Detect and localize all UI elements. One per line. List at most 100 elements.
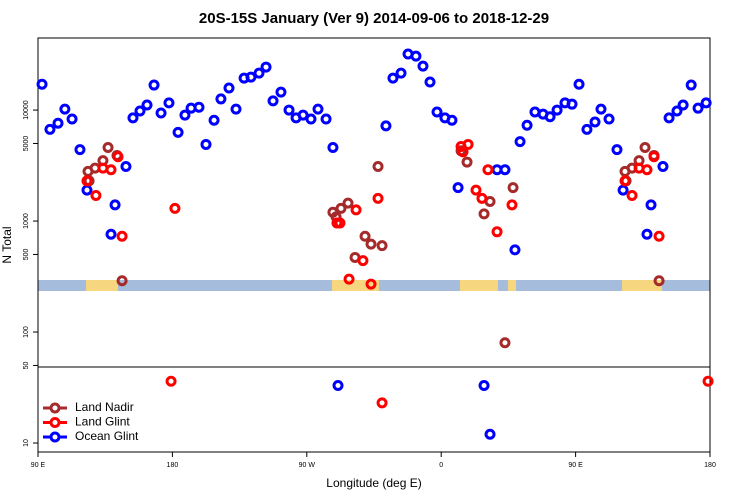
legend-label: Land Nadir (75, 400, 134, 414)
point (645, 199, 657, 211)
point (134, 105, 146, 117)
point (491, 226, 503, 238)
point (116, 230, 128, 242)
point (102, 141, 114, 153)
point (462, 138, 474, 150)
point (482, 164, 494, 176)
point (66, 113, 78, 125)
point (81, 175, 93, 187)
point (507, 182, 519, 194)
point (692, 102, 704, 114)
y-tick-label: 5000 (23, 136, 30, 152)
point (639, 141, 651, 153)
point (424, 76, 436, 88)
point (452, 182, 464, 194)
point (506, 199, 518, 211)
point (365, 278, 377, 290)
point (334, 217, 346, 229)
point (320, 113, 332, 125)
point (223, 82, 235, 94)
point (685, 79, 697, 91)
point (653, 230, 665, 242)
point (700, 97, 712, 109)
chart-title: 20S-15S January (Ver 9) 2014-09-06 to 20… (199, 10, 549, 27)
point (595, 103, 607, 115)
point (476, 192, 488, 204)
point (499, 164, 511, 176)
point (457, 146, 469, 158)
x-axis-label: Longitude (deg E) (326, 476, 421, 490)
point (484, 428, 496, 440)
point (514, 136, 526, 148)
point (52, 117, 64, 129)
point (215, 93, 227, 105)
point (626, 189, 638, 201)
point (478, 208, 490, 220)
point (365, 238, 377, 250)
point (641, 164, 653, 176)
point (342, 197, 354, 209)
point (267, 95, 279, 107)
point (376, 397, 388, 409)
point (297, 109, 309, 121)
point (343, 273, 355, 285)
point (112, 151, 124, 163)
point (461, 156, 473, 168)
point (380, 120, 392, 132)
point (305, 113, 317, 125)
y-tick-label: 50 (23, 361, 30, 369)
point (470, 184, 482, 196)
point (581, 123, 593, 135)
point (148, 79, 160, 91)
point (109, 199, 121, 211)
y-tick-label: 100 (23, 326, 30, 338)
point (44, 123, 56, 135)
point (617, 184, 629, 196)
point (200, 138, 212, 150)
plot-frame (37, 37, 711, 453)
point (312, 103, 324, 115)
point (551, 104, 563, 116)
point (245, 71, 257, 83)
x-tick-label: 180 (167, 462, 179, 469)
legend-marker (49, 431, 61, 443)
point (357, 255, 369, 267)
point (702, 375, 714, 387)
point (81, 184, 93, 196)
point (589, 116, 601, 128)
point (74, 144, 86, 156)
x-tick-label: 90 E (31, 462, 46, 469)
point (36, 78, 48, 90)
point (260, 61, 272, 73)
point (611, 144, 623, 156)
point (653, 275, 665, 287)
point (169, 202, 181, 214)
point (619, 175, 631, 187)
point (509, 244, 521, 256)
point (141, 99, 153, 111)
point (417, 60, 429, 72)
point (253, 67, 265, 79)
point (332, 379, 344, 391)
point (677, 99, 689, 111)
point (230, 103, 242, 115)
point (172, 126, 184, 138)
point (573, 78, 585, 90)
point (275, 86, 287, 98)
point (155, 107, 167, 119)
point (499, 337, 511, 349)
y-tick-label: 10 (23, 439, 30, 447)
point (387, 72, 399, 84)
point (372, 161, 384, 173)
legend-label: Land Glint (75, 415, 130, 429)
point (446, 114, 458, 126)
point (120, 161, 132, 173)
point (193, 101, 205, 113)
legend-marker (49, 402, 61, 414)
point (521, 119, 533, 131)
point (376, 240, 388, 252)
point (163, 97, 175, 109)
x-tick-label: 90 E (568, 462, 583, 469)
